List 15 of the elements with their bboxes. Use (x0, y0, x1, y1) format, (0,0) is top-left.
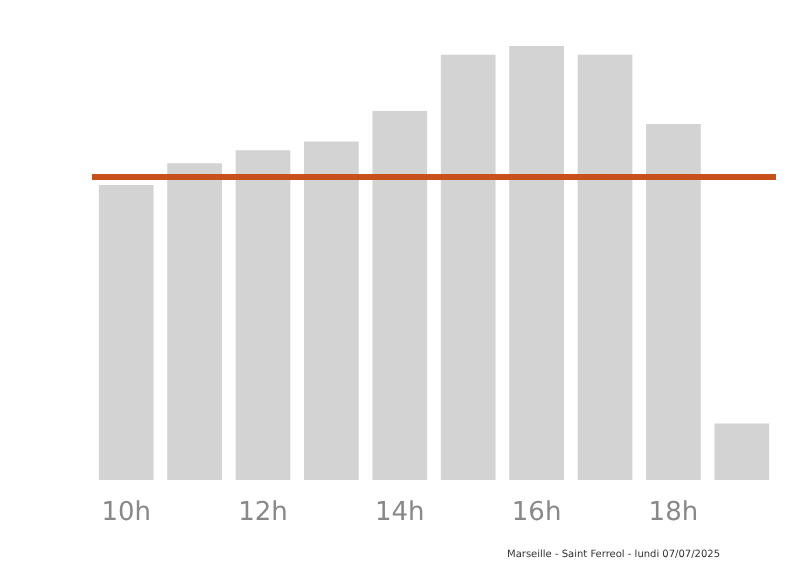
x-tick-label: 10h (101, 498, 151, 528)
bar (440, 54, 496, 480)
bar (167, 163, 222, 480)
x-tick-label: 18h (648, 498, 699, 528)
bar (98, 184, 154, 480)
bar (304, 141, 359, 480)
bar (646, 124, 701, 480)
x-tick-label: 12h (238, 498, 288, 528)
x-tick-label: 16h (511, 498, 562, 528)
bar (577, 54, 633, 480)
x-tick-label: 14h (375, 498, 425, 528)
bar (372, 111, 428, 480)
bar (235, 150, 291, 480)
bar (714, 423, 770, 480)
bar (509, 46, 564, 480)
